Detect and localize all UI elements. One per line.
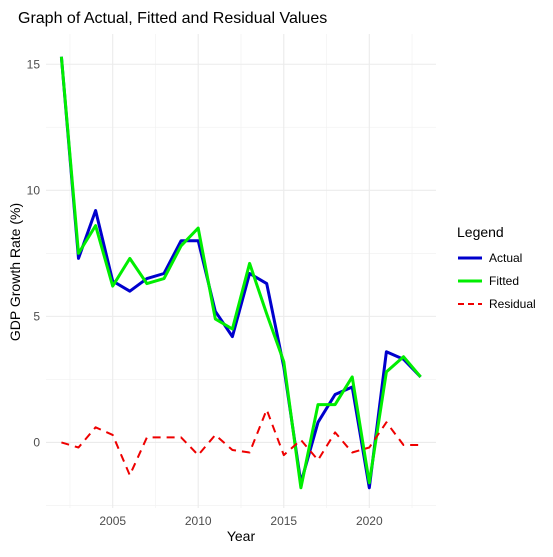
x-tick-label: 2015 bbox=[270, 514, 297, 528]
legend-title: Legend bbox=[457, 224, 504, 240]
y-axis-label: GDP Growth Rate (%) bbox=[7, 203, 23, 341]
series-line-fitted bbox=[59, 56, 422, 490]
legend: Legend Actual Fitted Residual bbox=[457, 224, 536, 311]
x-tick-label: 2010 bbox=[185, 514, 212, 528]
legend-label-fitted: Fitted bbox=[489, 274, 519, 288]
legend-label-residual: Residual bbox=[489, 297, 536, 311]
chart-title: Graph of Actual, Fitted and Residual Val… bbox=[18, 10, 327, 27]
legend-label-actual: Actual bbox=[489, 251, 522, 265]
y-tick-label: 5 bbox=[33, 309, 40, 323]
y-tick-label: 10 bbox=[27, 183, 41, 197]
x-axis-tick-labels: 2005 2010 2015 2020 bbox=[99, 514, 383, 528]
y-axis-tick-labels: 0 5 10 15 bbox=[27, 57, 41, 449]
x-axis-label: Year bbox=[227, 528, 256, 544]
series-lines bbox=[59, 56, 422, 490]
minor-gridlines bbox=[46, 34, 436, 508]
legend-items: Actual Fitted Residual bbox=[458, 251, 536, 311]
x-tick-label: 2005 bbox=[99, 514, 126, 528]
y-tick-label: 0 bbox=[33, 435, 40, 449]
major-gridlines bbox=[46, 34, 436, 508]
series-line-residual bbox=[61, 408, 421, 477]
x-tick-label: 2020 bbox=[356, 514, 383, 528]
y-tick-label: 15 bbox=[27, 57, 41, 71]
